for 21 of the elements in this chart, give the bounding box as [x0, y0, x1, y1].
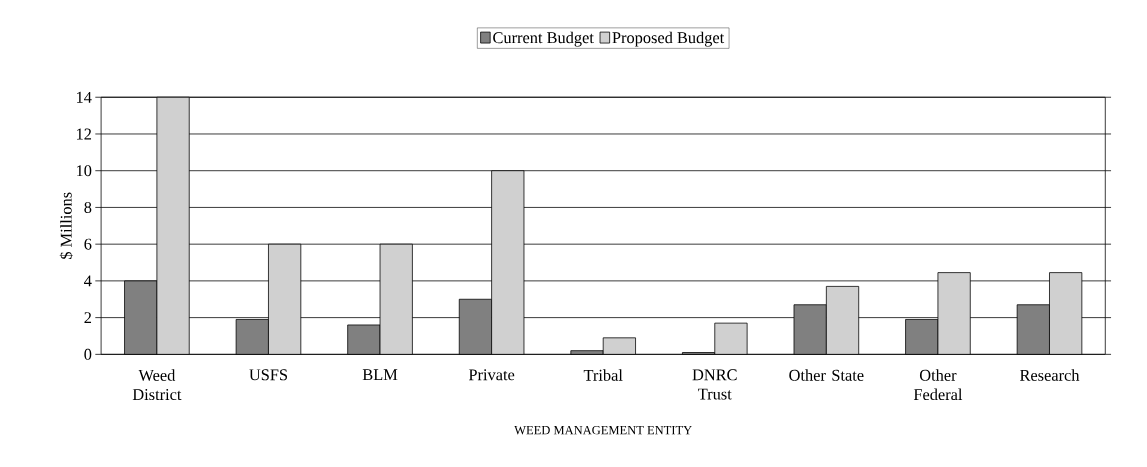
x-tick-label: Research: [1019, 369, 1080, 381]
x-tick-label: DNRC Trust: [692, 369, 737, 400]
x-tick-label: Private: [468, 369, 515, 381]
y-tick-label: 0: [84, 348, 92, 360]
x-tick-label: Weed District: [132, 369, 182, 401]
x-tick-label: USFS: [249, 369, 288, 381]
y-axis-title: $ Millions: [59, 192, 73, 259]
y-tick-label: 2: [84, 312, 92, 324]
y-tick-label: 6: [84, 238, 92, 250]
x-axis-title: WEED MANAGEMENT ENTITY: [514, 425, 692, 435]
legend-label: Current Budget: [493, 31, 594, 47]
y-tick-label: 4: [84, 275, 92, 287]
y-tick-label: 8: [84, 201, 92, 213]
x-tick-label: Other Federal: [913, 369, 963, 401]
x-tick-label: Other State: [789, 369, 864, 381]
y-tick-label: 12: [76, 128, 92, 140]
x-tick-label: Tribal: [583, 369, 623, 381]
y-tick-label: 14: [76, 91, 92, 103]
x-tick-label: BLM: [362, 369, 398, 381]
legend-label: Proposed Budget: [612, 31, 725, 47]
y-tick-label: 10: [76, 165, 92, 177]
